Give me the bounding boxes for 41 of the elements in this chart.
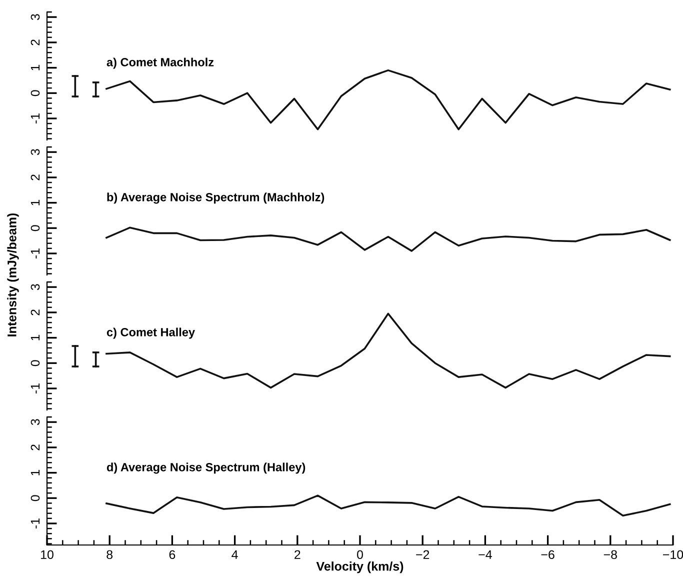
y-tick-label: 0 (30, 360, 40, 366)
x-tick-label: −4 (478, 550, 492, 559)
y-tick-label: 0 (30, 225, 40, 232)
x-tick-label: 4 (232, 550, 238, 559)
y-tick-label: -1 (30, 248, 40, 258)
text: b) Average Noise Spectrum (Machholz) (107, 192, 324, 204)
y-tick-label: 2 (30, 174, 40, 180)
y-tick-label: -1 (30, 384, 40, 394)
x-tick-label: 10 (41, 550, 54, 560)
x-tick-label: −2 (416, 550, 430, 559)
y-tick-label: -1 (30, 114, 40, 124)
y-tick-label: 1 (30, 470, 40, 476)
y-tick-label: 3 (30, 149, 40, 156)
y-tick-label: 0 (30, 90, 40, 96)
x-axis-title: Velocity (km/s) (316, 562, 404, 574)
x-tick-label: 2 (294, 550, 300, 559)
y-tick-label: 1 (30, 334, 40, 340)
x-tick-label: −10 (663, 550, 683, 560)
line-series (106, 312, 671, 389)
text: d) Average Noise Spectrum (Halley) (106, 462, 306, 474)
text: c) Comet Halley (106, 328, 195, 339)
x-tick-label: −6 (541, 550, 554, 560)
x-tick-label: 6 (169, 550, 176, 560)
y-axis-title: Intensity (mJy/beam) (7, 213, 19, 336)
x-tick-label: 8 (106, 550, 113, 560)
y-tick-label: -1 (30, 518, 40, 528)
y-tick-label: 2 (30, 310, 40, 316)
y-tick-label: 2 (30, 444, 40, 450)
line-series (106, 226, 671, 252)
y-tick-label: 2 (30, 40, 40, 46)
x-tick-label: 0 (357, 550, 363, 560)
y-tick-label: 3 (30, 419, 40, 426)
text: a) Comet Machholz (106, 58, 214, 69)
y-tick-label: 1 (30, 64, 40, 70)
y-tick-label: 3 (30, 14, 40, 20)
y-tick-label: 3 (30, 284, 40, 290)
x-tick-label: −8 (604, 550, 617, 560)
y-tick-label: 0 (30, 495, 40, 502)
line-series (106, 494, 671, 517)
line-series (106, 69, 671, 130)
y-tick-label: 1 (30, 200, 40, 206)
